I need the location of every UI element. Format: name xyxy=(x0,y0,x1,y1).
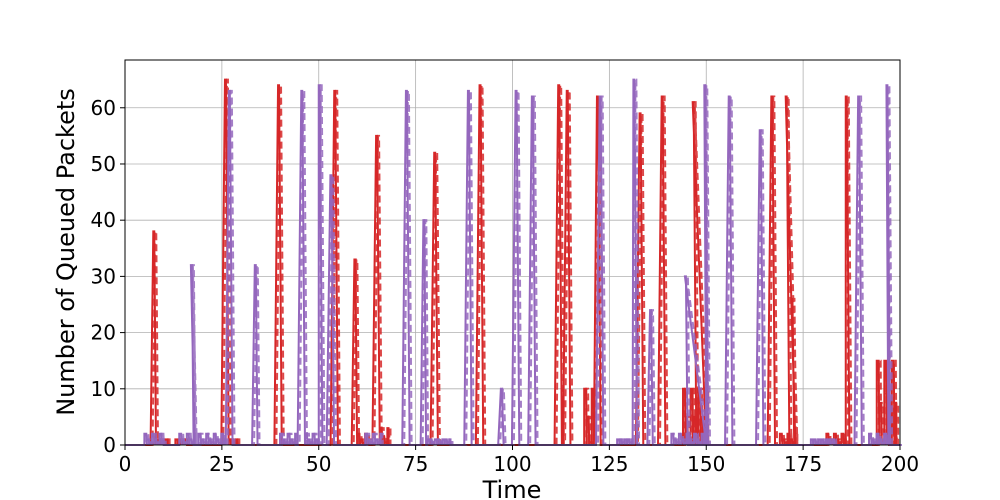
x-tick-label: 150 xyxy=(687,452,725,476)
x-tick-label: 100 xyxy=(493,452,531,476)
ticks: 0 25 50 75 100 125 150 175 200 0 10 20 30 40 50 60 xyxy=(91,96,920,476)
x-tick-label: 175 xyxy=(784,452,822,476)
series-purple xyxy=(125,78,902,446)
x-axis-label: Time xyxy=(482,476,542,500)
x-tick-label: 125 xyxy=(590,452,628,476)
y-tick-label: 0 xyxy=(103,433,116,457)
x-tick-label: 50 xyxy=(306,452,331,476)
series-line-dashed xyxy=(127,78,902,446)
series-layer xyxy=(125,78,902,446)
y-tick-label: 60 xyxy=(91,96,116,120)
y-tick-label: 10 xyxy=(91,377,116,401)
y-tick-label: 50 xyxy=(91,152,116,176)
y-axis-label: Number of Queued Packets xyxy=(52,88,80,416)
x-tick-label: 200 xyxy=(881,452,919,476)
y-tick-label: 40 xyxy=(91,208,116,232)
y-tick-label: 30 xyxy=(91,264,116,288)
x-tick-label: 0 xyxy=(119,452,132,476)
y-tick-label: 20 xyxy=(91,321,116,345)
x-tick-label: 75 xyxy=(403,452,428,476)
x-tick-label: 25 xyxy=(209,452,234,476)
